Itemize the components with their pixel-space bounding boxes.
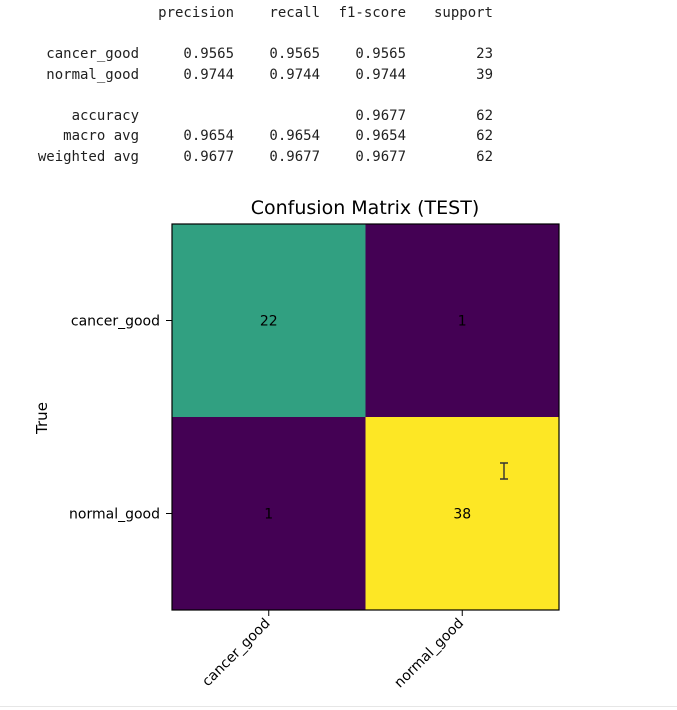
chart-title: Confusion Matrix (TEST) [251,197,480,219]
x-tick-label: normal_good [391,616,467,692]
row-label: cancer_good [46,46,139,62]
row-recall: 0.9744 [269,67,320,83]
row-support: 23 [476,46,493,62]
row-f1-score: 0.9677 [355,108,406,124]
plot-frame [171,223,560,611]
row-f1-score: 0.9744 [355,67,406,83]
heatmap-cell [172,417,366,610]
header-f1-score: f1-score [338,5,406,21]
row-f1-score: 0.9654 [355,128,406,144]
row-recall: 0.9654 [269,128,320,144]
row-label: accuracy [71,108,139,124]
heatmap-cells: 22 1 1 38 [172,224,559,610]
row-recall: 0.9565 [269,46,320,62]
heatmap-cell [172,224,366,417]
row-f1-score: 0.9565 [355,46,406,62]
row-f1-score: 0.9677 [355,149,406,165]
heatmap-cell [365,417,559,610]
text-cursor-icon [500,462,508,480]
row-precision: 0.9565 [183,46,234,62]
y-tick-label: normal_good [69,507,160,523]
y-axis-label: True [33,402,51,435]
x-tick-label: cancer_good [199,616,273,690]
row-label: macro avg [63,128,139,144]
confusion-matrix-chart: Confusion Matrix (TEST) True 22 1 1 38 canc… [33,197,560,692]
cell-value-label: 22 [260,314,278,330]
row-support: 62 [476,149,493,165]
cell-value-label: 1 [458,314,467,330]
row-precision: 0.9744 [183,67,234,83]
y-tick-label: cancer_good [71,314,160,330]
row-precision: 0.9677 [183,149,234,165]
row-precision: 0.9654 [183,128,234,144]
header-support: support [433,5,493,21]
row-support: 62 [476,128,493,144]
divider [0,706,677,707]
row-recall: 0.9677 [269,149,320,165]
row-support: 39 [476,67,493,83]
cell-value-label: 1 [264,507,273,523]
row-support: 62 [476,108,493,124]
cell-value-label: 38 [453,507,471,523]
header-precision: precision [158,5,234,21]
heatmap-cell [365,224,559,417]
header-recall: recall [269,5,320,21]
row-label: normal_good [46,67,139,83]
row-label: weighted avg [37,149,139,165]
